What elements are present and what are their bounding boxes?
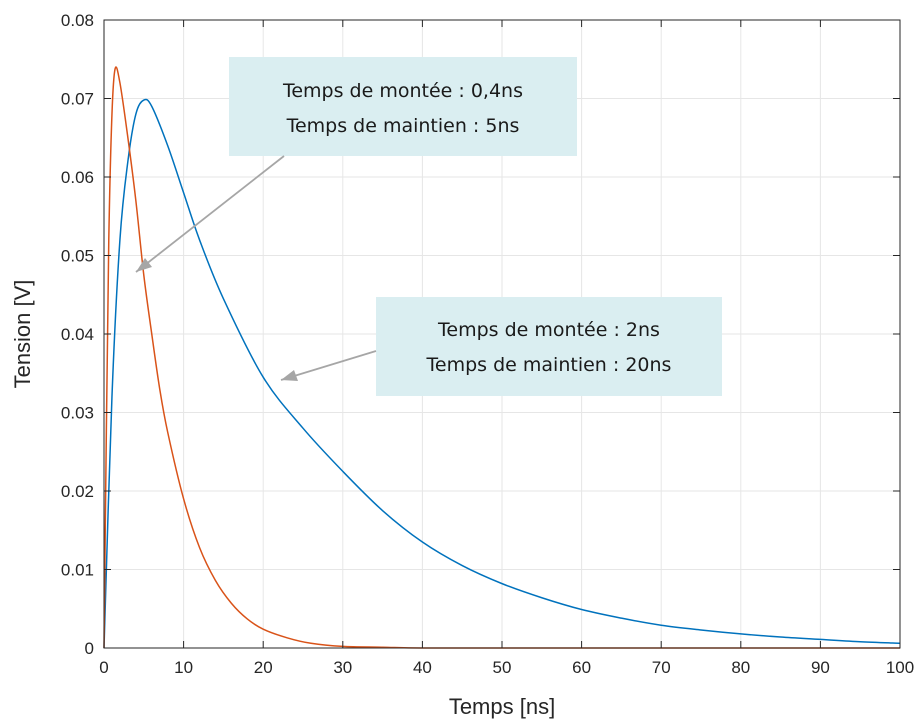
y-tick-label: 0.04 <box>61 325 94 344</box>
x-tick-label: 20 <box>254 658 273 677</box>
y-axis-label: Tension [V] <box>10 280 35 389</box>
x-tick-label: 100 <box>886 658 914 677</box>
x-tick-label: 40 <box>413 658 432 677</box>
y-tick-label: 0.03 <box>61 404 94 423</box>
x-tick-label: 70 <box>652 658 671 677</box>
x-tick-label: 50 <box>493 658 512 677</box>
y-tick-label: 0.07 <box>61 90 94 109</box>
annotation-1-line-2: Temps de maintien : 5ns <box>286 115 520 137</box>
annotation-2-line-1: Temps de montée : 2ns <box>437 319 660 341</box>
tick-labels: 0 10 20 30 40 50 60 70 80 90 100 0 0.01 0.02 0.03 0.04 0… <box>61 11 914 677</box>
y-tick-label: 0 <box>85 639 94 658</box>
annotation-2-arrow <box>280 350 377 381</box>
x-tick-label: 0 <box>99 658 108 677</box>
ticks <box>103 19 901 649</box>
annotations: Temps de montée : 0,4ns Temps de maintie… <box>135 57 722 396</box>
annotation-1-line-1: Temps de montée : 0,4ns <box>282 80 523 102</box>
y-tick-label: 0.02 <box>61 482 94 501</box>
series-line-1 <box>103 98 901 649</box>
y-tick-label: 0.08 <box>61 11 94 30</box>
y-tick-label: 0.01 <box>61 561 94 580</box>
annotation-2-line-2: Temps de maintien : 20ns <box>426 354 672 376</box>
annotation-box-1 <box>229 57 577 156</box>
annotation-box-2 <box>376 297 722 396</box>
x-tick-label: 10 <box>174 658 193 677</box>
x-axis-label: Temps [ns] <box>449 694 555 719</box>
annotation-2-arrowhead <box>281 370 298 381</box>
annotation-1-arrow <box>135 155 285 273</box>
x-tick-label: 30 <box>333 658 352 677</box>
x-tick-label: 80 <box>731 658 750 677</box>
y-tick-label: 0.06 <box>61 168 94 187</box>
x-tick-label: 60 <box>572 658 591 677</box>
x-tick-label: 90 <box>811 658 830 677</box>
y-tick-label: 0.05 <box>61 247 94 266</box>
annotation-1-arrowhead <box>136 258 152 272</box>
